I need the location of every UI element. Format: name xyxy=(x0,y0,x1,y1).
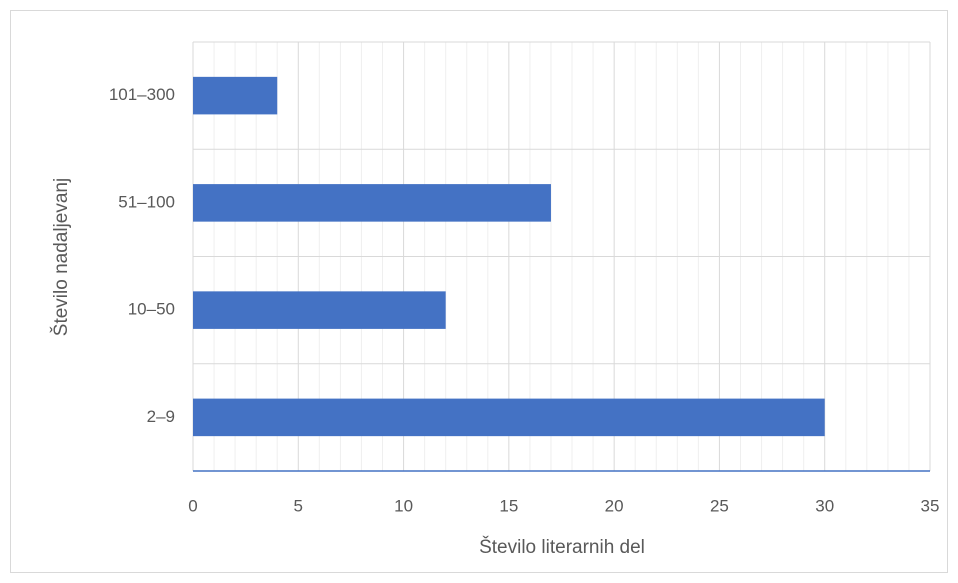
y-tick-label: 51–100 xyxy=(118,192,175,211)
x-tick-label: 5 xyxy=(294,496,303,515)
x-tick-label: 20 xyxy=(605,496,624,515)
y-tick-label: 101–300 xyxy=(109,85,175,104)
y-axis-title: Število nadaljevanj xyxy=(50,178,72,336)
x-tick-label: 25 xyxy=(710,496,729,515)
y-tick-label: 2–9 xyxy=(147,407,175,426)
x-axis-title: Število literarnih del xyxy=(479,536,645,558)
y-tick-label: 10–50 xyxy=(128,300,175,319)
bar xyxy=(193,184,551,222)
x-tick-label: 35 xyxy=(921,496,940,515)
bar xyxy=(193,76,278,115)
bar xyxy=(193,398,825,437)
x-tick-label: 30 xyxy=(815,496,834,515)
bar xyxy=(193,291,446,329)
x-tick-label: 0 xyxy=(188,496,197,515)
x-tick-label: 10 xyxy=(394,496,413,515)
chart-frame xyxy=(10,10,948,573)
x-tick-label: 15 xyxy=(499,496,518,515)
